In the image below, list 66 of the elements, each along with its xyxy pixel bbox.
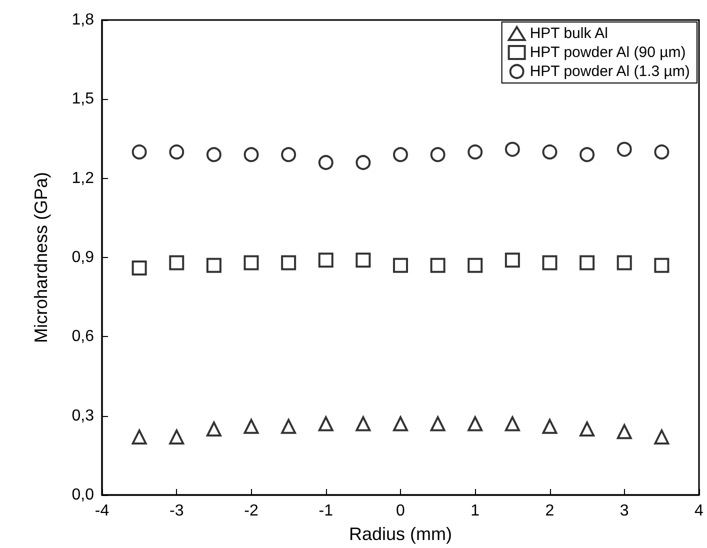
point xyxy=(542,418,558,434)
point xyxy=(281,255,296,270)
point xyxy=(356,252,371,268)
point xyxy=(654,429,670,444)
point xyxy=(430,258,446,273)
point xyxy=(468,416,483,432)
point xyxy=(318,416,334,432)
point xyxy=(580,255,595,270)
point xyxy=(654,144,670,160)
point xyxy=(504,252,520,268)
y-tick-label: 0,9 xyxy=(72,249,94,266)
point xyxy=(132,429,147,444)
point xyxy=(244,255,259,270)
x-tick-label: 3 xyxy=(620,502,629,520)
point xyxy=(504,416,520,432)
x-tick-label: 2 xyxy=(545,502,554,520)
x-tick-label: -4 xyxy=(94,502,110,520)
point xyxy=(616,142,632,157)
y-tick-label: 1,2 xyxy=(72,170,94,187)
point xyxy=(393,416,408,432)
legend-label: HPT powder Al (1.3 µm) xyxy=(530,63,690,80)
point xyxy=(132,260,147,276)
x-tick-label: -1 xyxy=(318,502,334,520)
point xyxy=(430,416,446,432)
point xyxy=(169,144,184,160)
point xyxy=(244,147,259,162)
x-tick-label: 0 xyxy=(396,502,406,520)
point xyxy=(244,418,259,434)
x-tick-label: 4 xyxy=(694,502,704,520)
x-tick-label: 1 xyxy=(470,502,480,520)
point xyxy=(580,147,595,162)
point xyxy=(206,258,222,273)
x-axis-title: Radius (mm) xyxy=(348,524,452,544)
y-tick-label: 1,5 xyxy=(72,90,94,108)
point xyxy=(356,416,371,432)
point xyxy=(468,258,483,273)
point xyxy=(542,255,558,270)
legend-label: HPT bulk Al xyxy=(530,25,608,42)
point xyxy=(206,422,222,437)
x-tick-label: -2 xyxy=(244,502,258,520)
point xyxy=(430,147,446,162)
point xyxy=(393,258,408,273)
y-axis-title: Microhardness (GPa) xyxy=(31,172,51,344)
y-tick-label: 0,6 xyxy=(72,328,94,346)
point xyxy=(580,422,595,437)
point xyxy=(616,424,632,440)
point xyxy=(542,144,558,160)
point xyxy=(281,418,296,434)
x-tick-label: -3 xyxy=(170,502,184,520)
point xyxy=(393,147,408,162)
point xyxy=(504,142,520,157)
point xyxy=(318,155,334,170)
point xyxy=(132,144,147,160)
point xyxy=(169,429,184,444)
y-tick-label: 0,0 xyxy=(72,486,94,504)
point xyxy=(169,255,184,270)
y-tick-label: 1,8 xyxy=(72,12,94,28)
legend-label: HPT powder Al (90 µm) xyxy=(530,44,686,61)
point xyxy=(206,147,222,162)
y-tick-label: 0,3 xyxy=(72,407,94,424)
point xyxy=(654,258,670,273)
point xyxy=(356,155,371,170)
point xyxy=(281,147,296,162)
point xyxy=(616,255,632,270)
point xyxy=(318,252,334,268)
point xyxy=(468,144,483,160)
